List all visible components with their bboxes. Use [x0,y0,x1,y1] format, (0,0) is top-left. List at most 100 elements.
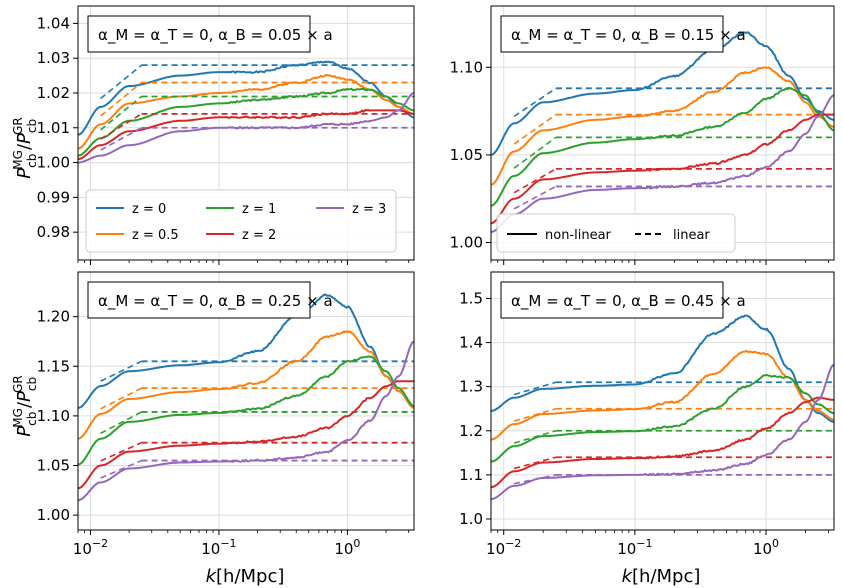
y-tick-label: 1.3 [459,378,483,396]
y-tick-label: 0.99 [37,188,70,206]
series-nonlinear-3 [78,380,414,490]
series-nonlinear-4 [491,363,834,501]
annotation-box [87,15,311,53]
series-linear-start-0 [513,381,557,396]
y-tick-label: 1.1 [459,466,483,484]
panels: 0.98 0.99 1.00 1.01 1.02 1.03 1.04 α_M = α_T = … [37,5,835,558]
series-nonlinear-0 [78,60,414,136]
panel-2: 1.00 1.05 1.10 α_M = α_T = 0, α_B = 0.15 × … [450,5,835,265]
series-nonlinear-0 [78,293,414,409]
series-nonlinear-0 [491,31,834,156]
series-nonlinear-2 [491,86,834,207]
x-tick-label: 100 [334,537,360,558]
series-linear-start-2 [513,136,557,169]
x-axis-label-left: k[h/Mpc] [206,566,285,587]
annotation-box [500,15,724,53]
series-linear-start-4 [100,127,142,151]
series-nonlinear-1 [78,330,414,440]
y-tick-label: 1.5 [459,289,483,307]
series-linear-start-4 [100,459,142,479]
y-tick-label: 1.05 [450,146,483,164]
legend-label: z = 2 [242,228,276,243]
legend-label: z = 0.5 [132,228,179,243]
series-nonlinear-3 [491,396,834,489]
y-tick-label: 1.15 [37,357,70,375]
series-linear-start-0 [100,360,142,382]
series-group [78,293,414,502]
series-nonlinear-4 [78,92,414,164]
series-nonlinear-0 [491,314,834,423]
series-linear-start-2 [100,95,143,131]
y-tick-label: 1.20 [37,308,70,326]
series-linear-start-1 [513,407,557,422]
annotation-text: α_M = α_T = 0, α_B = 0.15 × a [511,26,746,45]
annotation-box [500,281,724,319]
panel-4: 1.0 1.1 1.2 1.3 1.4 1.5 10−2 10−1 100 α_M = α_T =… [459,271,835,558]
y-tick-label: 1.10 [37,407,70,425]
y-tick-label: 1.2 [459,422,483,440]
annotation-text: α_M = α_T = 0, α_B = 0.45 × a [511,292,746,311]
series-linear-start-2 [100,411,142,435]
legend-label: linear [673,228,710,243]
series-nonlinear-2 [491,373,834,463]
x-tick-label: 10−1 [617,537,652,558]
legend-label: non-linear [545,228,612,243]
y-tick-label: 1.10 [450,58,483,76]
annotation-text: α_M = α_T = 0, α_B = 0.05 × a [98,26,333,45]
annotation-text: α_M = α_T = 0, α_B = 0.25 × a [98,292,333,311]
y-axis-label-bottom: PcbMG/PcbGR [11,375,39,437]
series-nonlinear-3 [491,113,834,225]
y-axis-label-text: P_cb^MG/P_cb^GR [28,143,31,153]
y-tick-label: 0.98 [37,223,70,241]
series-nonlinear-1 [491,349,834,441]
legend-label: z = 0 [132,202,166,217]
y-tick-label: 1.02 [37,84,70,102]
series-group [78,60,414,164]
plot-frame [490,5,835,261]
plot-frame [490,271,835,531]
legend-redshift: z = 0 z = 1 z = 3 z = 0.5 z = 2 [85,189,397,253]
y-tick-label: 1.00 [37,506,70,524]
legend-label: z = 1 [242,202,276,217]
series-linear-start-0 [100,64,143,100]
y-tick-label: 1.00 [450,233,483,251]
plot-frame [77,271,415,531]
param-annotation: α_M = α_T = 0, α_B = 0.15 × a [500,15,746,53]
series-linear-start-1 [513,113,557,145]
legend-label: z = 3 [352,202,386,217]
series-nonlinear-2 [78,87,414,157]
series-group [491,31,834,233]
y-axis-label-render: PcbMG/PcbGR [11,375,39,437]
legend-linestyle: non-linear linear [496,213,736,253]
y-tick-label: 1.04 [37,14,70,32]
series-nonlinear-1 [491,66,834,186]
series-nonlinear-2 [78,355,414,466]
panel-3: 1.00 1.05 1.10 1.15 1.20 10−2 10−1 100 α_M = α_T… [37,271,415,558]
y-tick-label: 1.01 [37,119,70,137]
series-nonlinear-3 [78,108,414,161]
param-annotation: α_M = α_T = 0, α_B = 0.45 × a [500,281,746,319]
legend-box [85,189,397,253]
series-linear-start-4 [513,185,557,210]
y-tick-label: 1.4 [459,334,483,352]
param-annotation: α_M = α_T = 0, α_B = 0.25 × a [87,281,333,319]
annotation-box [87,281,311,319]
series-linear-start-3 [513,456,557,470]
y-tick-label: 1.0 [459,510,483,528]
x-tick-label: 10−2 [486,537,521,558]
series-linear-start-2 [513,430,557,444]
x-tick-label: 10−1 [201,537,236,558]
plot-frame [77,5,415,261]
series-nonlinear-4 [78,340,414,502]
series-linear-start-0 [513,87,557,118]
y-tick-label: 1.00 [37,154,70,172]
series-linear-start-4 [513,474,557,485]
legend-box [496,213,736,253]
y-tick-label: 1.03 [37,49,70,67]
param-annotation: α_M = α_T = 0, α_B = 0.05 × a [87,15,333,53]
series-linear-start-3 [100,441,142,462]
x-axis-label-right: k[h/Mpc] [622,566,701,587]
series-group [491,314,834,501]
y-axis-label-top: P_cb^MG/P_cb^GR PcbMG/PcbGR [11,117,39,179]
series-linear-start-3 [513,168,557,194]
